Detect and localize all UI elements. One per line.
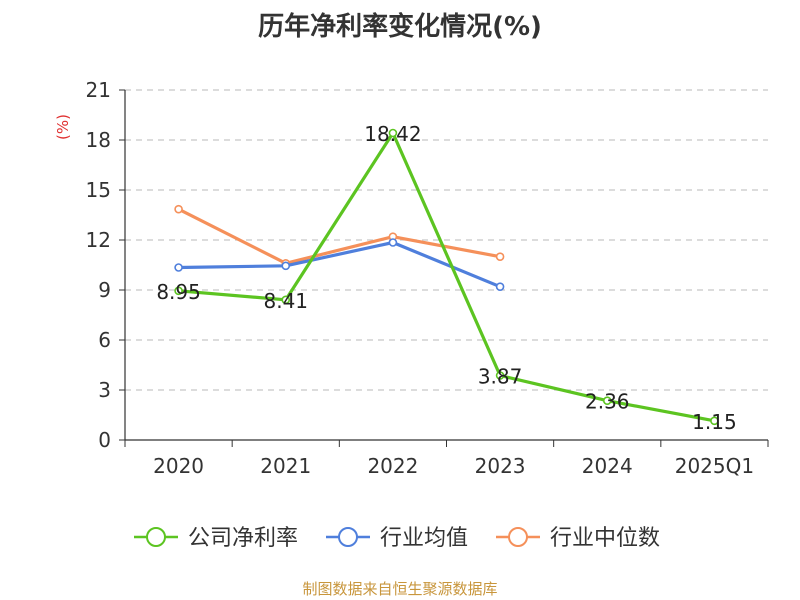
- axes: 0 3 6 9 12 15 18 21 2020 2021 2022 2023 2024 2025Q1 (%…: [54, 78, 769, 478]
- data-point: [174, 286, 183, 296]
- data-label: 18.42: [364, 122, 421, 146]
- data-label: 1.15: [692, 410, 737, 434]
- y-tick-label: 18: [86, 128, 111, 152]
- data-labels: 8.95 8.41 18.42 3.87 2.36 1.15: [156, 122, 736, 434]
- legend-marker: [146, 527, 166, 547]
- y-tick-label: 6: [98, 328, 111, 352]
- data-point: [281, 295, 291, 305]
- x-tick-label: 2022: [367, 454, 418, 478]
- series-line: [177, 240, 502, 289]
- legend-label: 公司净利率: [188, 526, 298, 551]
- legend-label: 行业中位数: [550, 526, 660, 551]
- grid-lines: [125, 89, 768, 391]
- data-point: [174, 263, 183, 272]
- y-tick-label: 12: [86, 228, 111, 252]
- legend-item: 行业均值: [326, 526, 468, 551]
- data-label: 2.36: [585, 390, 630, 414]
- data-point: [602, 396, 612, 405]
- legend: 公司净利率 行业均值 行业中位数: [134, 526, 660, 551]
- chart-title: 历年净利率变化情况(%): [258, 12, 542, 42]
- series-line: [177, 207, 502, 265]
- x-tick-label: 2024: [582, 454, 633, 478]
- legend-label: 行业均值: [380, 526, 468, 551]
- data-point: [388, 238, 398, 247]
- data-point: [495, 282, 505, 291]
- data-point: [495, 252, 505, 261]
- series-line: [177, 131, 716, 423]
- y-axis-label: (%): [54, 114, 72, 140]
- data-point: [710, 416, 719, 426]
- legend-marker: [508, 527, 528, 547]
- data-label: 3.87: [478, 365, 523, 389]
- x-tick-label: 2023: [475, 454, 526, 478]
- legend-marker: [338, 527, 358, 547]
- data-label: 8.95: [156, 280, 201, 304]
- y-tick-label: 3: [98, 378, 111, 402]
- data-point: [281, 261, 291, 271]
- y-tick-label: 21: [86, 78, 111, 102]
- x-tick-label: 2021: [260, 454, 311, 478]
- data-point: [495, 371, 505, 380]
- legend-item: 行业中位数: [496, 526, 660, 551]
- series-lines: [174, 128, 719, 426]
- legend-item: 公司净利率: [134, 526, 298, 551]
- x-tick-label: 2025Q1: [675, 454, 754, 478]
- data-label: 8.41: [263, 289, 308, 313]
- data-point: [174, 204, 183, 214]
- data-source-note: 制图数据来自恒生聚源数据库: [302, 580, 498, 598]
- y-tick-label: 9: [98, 278, 111, 302]
- y-tick-label: 0: [98, 428, 111, 452]
- data-point: [388, 128, 398, 138]
- y-tick-label: 15: [86, 178, 111, 202]
- x-tick-label: 2020: [153, 454, 204, 478]
